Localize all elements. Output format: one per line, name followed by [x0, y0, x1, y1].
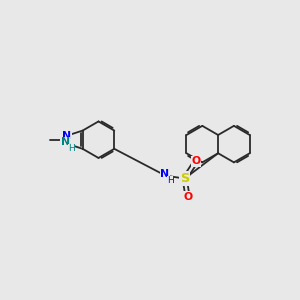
Text: S: S [180, 172, 189, 185]
Text: N: N [62, 131, 71, 141]
Text: H: H [68, 144, 75, 153]
Text: N: N [160, 169, 170, 179]
Text: O: O [191, 157, 200, 166]
Text: N: N [61, 137, 70, 148]
Text: H: H [167, 176, 174, 185]
Text: O: O [183, 192, 192, 202]
